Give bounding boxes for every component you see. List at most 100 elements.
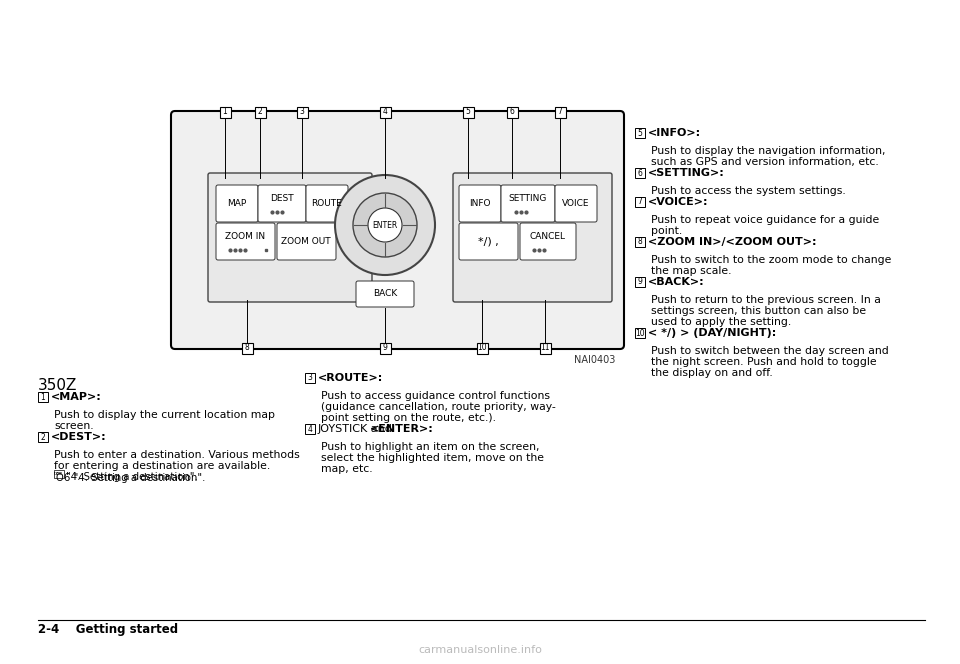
Text: 3: 3: [307, 373, 312, 382]
FancyBboxPatch shape: [635, 128, 645, 138]
Text: <ROUTE>:: <ROUTE>:: [318, 373, 383, 383]
Text: <INFO>:: <INFO>:: [648, 128, 701, 138]
Text: <VOICE>:: <VOICE>:: [648, 197, 708, 207]
FancyBboxPatch shape: [635, 277, 645, 287]
Text: 2: 2: [257, 108, 262, 116]
Text: such as GPS and version information, etc.: such as GPS and version information, etc…: [651, 157, 878, 167]
Text: 350Z: 350Z: [38, 378, 78, 393]
Text: 10: 10: [477, 343, 487, 353]
Text: Ὅ6 "4. Setting a destination".: Ὅ6 "4. Setting a destination".: [54, 472, 205, 483]
FancyBboxPatch shape: [507, 106, 517, 118]
Text: the display on and off.: the display on and off.: [651, 368, 773, 378]
FancyBboxPatch shape: [379, 343, 391, 353]
Text: CANCEL: CANCEL: [530, 232, 566, 241]
FancyBboxPatch shape: [305, 424, 315, 434]
Text: 9: 9: [637, 278, 642, 286]
Text: Push to switch to the zoom mode to change: Push to switch to the zoom mode to chang…: [651, 255, 892, 265]
Text: 4: 4: [307, 424, 312, 434]
FancyBboxPatch shape: [258, 185, 306, 222]
FancyBboxPatch shape: [220, 106, 230, 118]
FancyBboxPatch shape: [305, 373, 315, 383]
Text: used to apply the setting.: used to apply the setting.: [651, 317, 791, 327]
FancyBboxPatch shape: [520, 223, 576, 260]
Text: NAI0403: NAI0403: [574, 355, 615, 365]
Text: VOICE: VOICE: [563, 199, 589, 208]
Text: Push to display the navigation information,: Push to display the navigation informati…: [651, 146, 885, 156]
Text: Push to repeat voice guidance for a guide: Push to repeat voice guidance for a guid…: [651, 215, 879, 225]
Text: Push to display the current location map: Push to display the current location map: [54, 410, 275, 420]
Text: 6: 6: [510, 108, 515, 116]
Text: (guidance cancellation, route priority, way-: (guidance cancellation, route priority, …: [321, 402, 556, 412]
Text: 5: 5: [466, 108, 470, 116]
Text: Push to access the system settings.: Push to access the system settings.: [651, 186, 846, 196]
Text: point.: point.: [651, 226, 683, 236]
FancyBboxPatch shape: [171, 111, 624, 349]
Text: 11: 11: [540, 343, 550, 353]
Text: ROUTE: ROUTE: [312, 199, 343, 208]
FancyBboxPatch shape: [38, 432, 48, 442]
FancyBboxPatch shape: [356, 281, 414, 307]
Text: Push to highlight an item on the screen,: Push to highlight an item on the screen,: [321, 442, 540, 452]
Circle shape: [353, 193, 417, 257]
Circle shape: [335, 175, 435, 275]
FancyBboxPatch shape: [453, 173, 612, 302]
Circle shape: [368, 208, 402, 242]
Text: <ENTER>:: <ENTER>:: [370, 424, 434, 434]
Text: ZOOM OUT: ZOOM OUT: [281, 237, 331, 246]
Text: 8: 8: [637, 238, 642, 246]
Text: MAP: MAP: [228, 199, 247, 208]
FancyBboxPatch shape: [459, 223, 518, 260]
FancyBboxPatch shape: [555, 106, 565, 118]
Text: <ZOOM IN>/<ZOOM OUT>:: <ZOOM IN>/<ZOOM OUT>:: [648, 237, 817, 247]
Text: <SETTING>:: <SETTING>:: [648, 168, 725, 178]
FancyBboxPatch shape: [38, 392, 48, 402]
Text: Push to switch between the day screen and: Push to switch between the day screen an…: [651, 346, 889, 356]
Text: the map scale.: the map scale.: [651, 266, 732, 276]
Text: 7: 7: [558, 108, 563, 116]
FancyBboxPatch shape: [297, 106, 307, 118]
FancyBboxPatch shape: [306, 185, 348, 222]
Text: select the highlighted item, move on the: select the highlighted item, move on the: [321, 453, 544, 463]
Text: 9: 9: [383, 343, 388, 353]
FancyBboxPatch shape: [463, 106, 473, 118]
Text: ENTER: ENTER: [372, 220, 397, 230]
Text: carmanualsonline.info: carmanualsonline.info: [418, 645, 542, 655]
Text: "4. Setting a destination".: "4. Setting a destination".: [66, 472, 198, 482]
Text: ZOOM IN: ZOOM IN: [225, 232, 265, 241]
FancyBboxPatch shape: [501, 185, 555, 222]
Text: <MAP>:: <MAP>:: [51, 392, 102, 402]
FancyBboxPatch shape: [277, 223, 336, 260]
FancyBboxPatch shape: [208, 173, 372, 302]
FancyBboxPatch shape: [635, 197, 645, 207]
FancyBboxPatch shape: [635, 168, 645, 178]
FancyBboxPatch shape: [216, 185, 258, 222]
Text: settings screen, this button can also be: settings screen, this button can also be: [651, 306, 866, 316]
FancyBboxPatch shape: [216, 223, 275, 260]
Text: <BACK>:: <BACK>:: [648, 277, 705, 287]
FancyBboxPatch shape: [540, 343, 550, 353]
Text: 10: 10: [636, 329, 645, 337]
Text: < */) > (DAY/NIGHT):: < */) > (DAY/NIGHT):: [648, 328, 777, 338]
FancyBboxPatch shape: [242, 343, 252, 353]
Text: BACK: BACK: [372, 290, 397, 299]
FancyBboxPatch shape: [555, 185, 597, 222]
FancyBboxPatch shape: [635, 328, 645, 338]
Text: for entering a destination are available.: for entering a destination are available…: [54, 461, 271, 471]
Text: 2-4    Getting started: 2-4 Getting started: [38, 623, 179, 637]
Text: DEST: DEST: [270, 194, 294, 203]
Text: 3: 3: [300, 108, 304, 116]
FancyBboxPatch shape: [459, 185, 501, 222]
FancyBboxPatch shape: [476, 343, 488, 353]
Text: 1: 1: [40, 392, 45, 402]
Text: */) ,: */) ,: [478, 236, 498, 246]
FancyBboxPatch shape: [635, 237, 645, 247]
Text: JOYSTICK and: JOYSTICK and: [318, 424, 396, 434]
FancyBboxPatch shape: [54, 469, 63, 477]
Text: 5: 5: [637, 129, 642, 137]
Text: 6: 6: [637, 169, 642, 177]
Text: Push to enter a destination. Various methods: Push to enter a destination. Various met…: [54, 450, 300, 460]
Text: point setting on the route, etc.).: point setting on the route, etc.).: [321, 413, 496, 423]
Text: Push to access guidance control functions: Push to access guidance control function…: [321, 391, 550, 401]
Text: 4: 4: [383, 108, 388, 116]
FancyBboxPatch shape: [254, 106, 266, 118]
